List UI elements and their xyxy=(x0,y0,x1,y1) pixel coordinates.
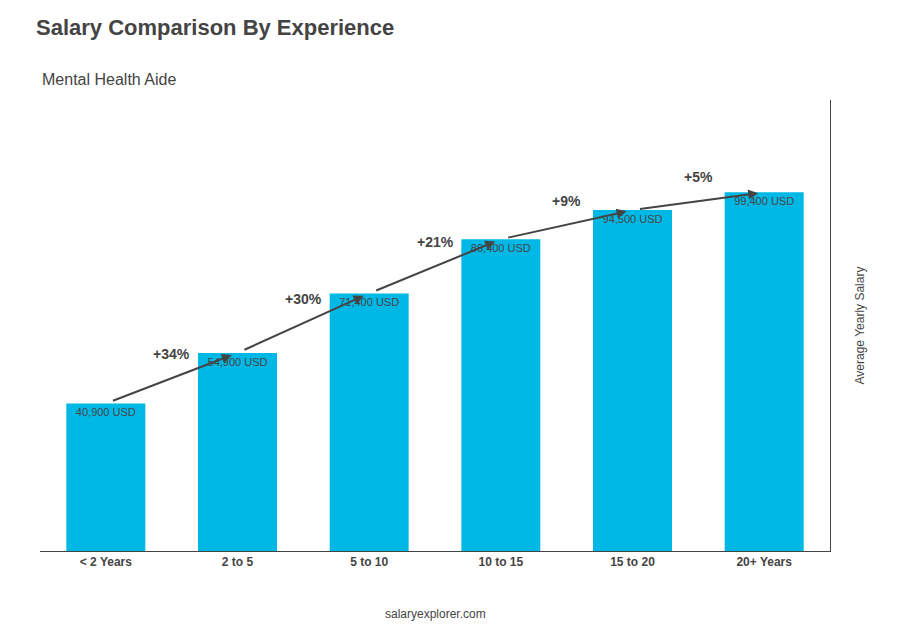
svg-text:Mental Health Aide: Mental Health Aide xyxy=(42,71,176,88)
svg-text:10 to 15: 10 to 15 xyxy=(478,555,523,569)
svg-text:20+ Years: 20+ Years xyxy=(736,555,792,569)
svg-text:54,900 USD: 54,900 USD xyxy=(208,356,268,368)
svg-text:5 to 10: 5 to 10 xyxy=(350,555,388,569)
svg-text:40,900 USD: 40,900 USD xyxy=(76,406,136,418)
svg-text:< 2 Years: < 2 Years xyxy=(80,555,132,569)
svg-text:99,400 USD: 99,400 USD xyxy=(734,195,794,207)
svg-text:94,500 USD: 94,500 USD xyxy=(603,213,663,225)
svg-text:+34%: +34% xyxy=(153,346,190,362)
svg-text:15 to 20: 15 to 20 xyxy=(610,555,655,569)
svg-text:Salary Comparison By Experienc: Salary Comparison By Experience xyxy=(36,15,394,40)
svg-text:salaryexplorer.com: salaryexplorer.com xyxy=(385,607,486,621)
svg-text:+9%: +9% xyxy=(552,193,581,209)
svg-text:2 to 5: 2 to 5 xyxy=(222,555,254,569)
svg-text:71,400 USD: 71,400 USD xyxy=(339,296,399,308)
svg-text:+30%: +30% xyxy=(285,291,322,307)
svg-text:+21%: +21% xyxy=(417,234,454,250)
svg-text:Average Yearly Salary: Average Yearly Salary xyxy=(853,267,867,385)
svg-text:86,400 USD: 86,400 USD xyxy=(471,242,531,254)
svg-text:+5%: +5% xyxy=(684,169,713,185)
